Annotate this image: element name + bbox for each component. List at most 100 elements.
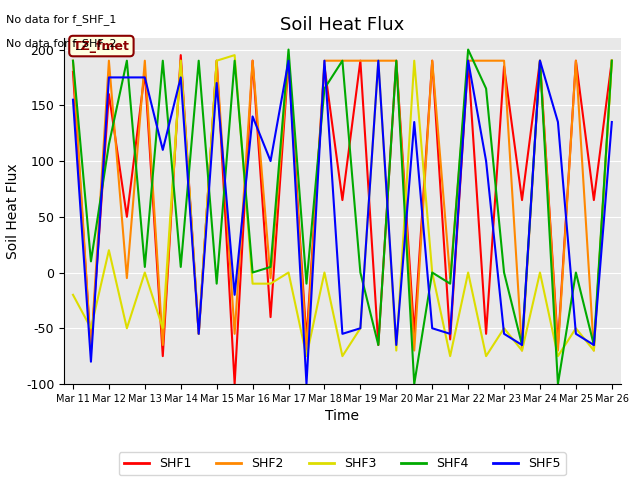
SHF1 bbox=[69, 69, 77, 75]
SHF5 bbox=[554, 119, 562, 125]
SHF2 bbox=[303, 348, 310, 353]
SHF1 bbox=[464, 58, 472, 63]
SHF3 bbox=[87, 325, 95, 331]
SHF3 bbox=[123, 325, 131, 331]
SHF4 bbox=[572, 270, 580, 276]
SHF5 bbox=[518, 342, 526, 348]
SHF5 bbox=[231, 292, 239, 298]
SHF4 bbox=[123, 58, 131, 63]
SHF5 bbox=[69, 97, 77, 103]
SHF3 bbox=[410, 58, 418, 63]
SHF5 bbox=[321, 58, 328, 63]
SHF1 bbox=[572, 58, 580, 63]
SHF1 bbox=[105, 91, 113, 97]
SHF3 bbox=[356, 325, 364, 331]
SHF3 bbox=[572, 325, 580, 331]
SHF4 bbox=[195, 58, 202, 63]
SHF2 bbox=[356, 58, 364, 63]
SHF4 bbox=[518, 342, 526, 348]
SHF1 bbox=[177, 52, 184, 58]
SHF2 bbox=[141, 58, 148, 63]
SHF1 bbox=[249, 58, 257, 63]
SHF3 bbox=[608, 58, 616, 63]
SHF5 bbox=[446, 331, 454, 336]
SHF3 bbox=[195, 331, 202, 336]
SHF5 bbox=[249, 114, 257, 120]
SHF4 bbox=[177, 264, 184, 270]
SHF1 bbox=[87, 348, 95, 353]
SHF4 bbox=[392, 58, 400, 63]
SHF4 bbox=[608, 58, 616, 63]
SHF1 bbox=[339, 197, 346, 203]
X-axis label: Time: Time bbox=[325, 409, 360, 423]
SHF2 bbox=[590, 348, 598, 353]
SHF4 bbox=[285, 47, 292, 52]
Line: SHF3: SHF3 bbox=[73, 55, 612, 356]
SHF4 bbox=[303, 281, 310, 287]
SHF1 bbox=[123, 214, 131, 220]
SHF3 bbox=[177, 58, 184, 63]
SHF1 bbox=[554, 342, 562, 348]
SHF4 bbox=[339, 58, 346, 63]
SHF2 bbox=[267, 275, 275, 281]
SHF2 bbox=[608, 58, 616, 63]
SHF5 bbox=[105, 74, 113, 80]
SHF5 bbox=[303, 381, 310, 387]
SHF1 bbox=[500, 63, 508, 69]
SHF3 bbox=[105, 247, 113, 253]
SHF5 bbox=[87, 359, 95, 365]
SHF1 bbox=[590, 197, 598, 203]
SHF3 bbox=[303, 353, 310, 359]
SHF2 bbox=[213, 58, 221, 63]
Line: SHF5: SHF5 bbox=[73, 60, 612, 384]
SHF3 bbox=[249, 281, 257, 287]
SHF4 bbox=[500, 270, 508, 276]
SHF5 bbox=[285, 58, 292, 63]
Line: SHF4: SHF4 bbox=[73, 49, 612, 384]
SHF5 bbox=[177, 74, 184, 80]
SHF3 bbox=[518, 348, 526, 353]
SHF5 bbox=[428, 325, 436, 331]
SHF5 bbox=[195, 331, 202, 336]
SHF2 bbox=[572, 58, 580, 63]
SHF2 bbox=[249, 58, 257, 63]
SHF2 bbox=[339, 58, 346, 63]
SHF5 bbox=[339, 331, 346, 336]
SHF4 bbox=[446, 281, 454, 287]
SHF4 bbox=[374, 342, 382, 348]
SHF5 bbox=[536, 58, 544, 63]
SHF1 bbox=[410, 331, 418, 336]
SHF3 bbox=[231, 52, 239, 58]
SHF3 bbox=[554, 353, 562, 359]
SHF1 bbox=[321, 63, 328, 69]
SHF4 bbox=[321, 86, 328, 92]
SHF3 bbox=[321, 270, 328, 276]
SHF4 bbox=[428, 270, 436, 276]
SHF1 bbox=[356, 58, 364, 63]
SHF3 bbox=[428, 270, 436, 276]
SHF4 bbox=[536, 58, 544, 63]
SHF4 bbox=[554, 381, 562, 387]
SHF5 bbox=[464, 58, 472, 63]
SHF3 bbox=[339, 353, 346, 359]
SHF2 bbox=[500, 58, 508, 63]
SHF5 bbox=[356, 325, 364, 331]
Text: No data for f_SHF_1: No data for f_SHF_1 bbox=[6, 14, 116, 25]
SHF5 bbox=[213, 80, 221, 86]
SHF2 bbox=[518, 348, 526, 353]
SHF1 bbox=[392, 58, 400, 63]
Line: SHF1: SHF1 bbox=[73, 55, 612, 384]
SHF2 bbox=[123, 275, 131, 281]
Y-axis label: Soil Heat Flux: Soil Heat Flux bbox=[6, 163, 20, 259]
SHF1 bbox=[141, 69, 148, 75]
SHF5 bbox=[500, 331, 508, 336]
SHF1 bbox=[231, 381, 239, 387]
SHF2 bbox=[374, 58, 382, 63]
SHF2 bbox=[410, 348, 418, 353]
SHF1 bbox=[536, 58, 544, 63]
SHF5 bbox=[572, 331, 580, 336]
Text: No data for f_SHF_2: No data for f_SHF_2 bbox=[6, 38, 117, 49]
SHF2 bbox=[428, 58, 436, 63]
SHF4 bbox=[231, 58, 239, 63]
SHF1 bbox=[518, 197, 526, 203]
